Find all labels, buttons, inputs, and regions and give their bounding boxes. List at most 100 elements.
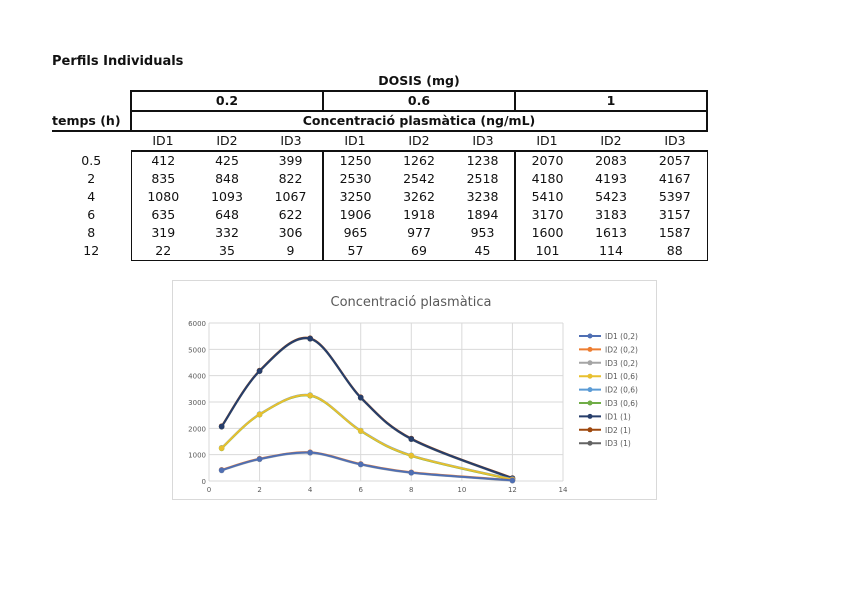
value-cell: 2530 — [322, 170, 387, 188]
value-cell: 319 — [130, 224, 195, 242]
value-cell: 1894 — [466, 207, 499, 222]
legend-label: ID1 (0,2) — [605, 332, 638, 341]
value-cell: 1600 — [514, 224, 579, 242]
table-row: 4 1080 1093 1067 3250 3262 3238 5410 5423 5397 — [52, 188, 708, 206]
legend-marker — [587, 400, 593, 406]
dose-0.2: 0.2 — [130, 90, 324, 112]
value-cell: 5410 — [514, 188, 579, 206]
legend-label: ID3 (1) — [605, 439, 631, 448]
data-point — [218, 467, 225, 473]
value-cell: 3238 — [466, 189, 499, 204]
data-point — [408, 436, 415, 442]
value-cell: 1093 — [211, 189, 243, 204]
data-table: DOSIS (mg) 0.2 0.6 1 temps (h) Concentra… — [52, 72, 708, 261]
value-cell: 3262 — [403, 189, 435, 204]
legend-label: ID2 (1) — [605, 426, 631, 435]
table-row: 12 22 35 9 57 69 45 101 114 88 — [52, 242, 708, 261]
value-cell: 1262 — [387, 150, 451, 170]
time-cell: 6 — [87, 207, 96, 222]
y-tick-label: 1000 — [188, 452, 206, 460]
legend-label: ID2 (0,6) — [605, 386, 638, 395]
id-header: ID3 — [280, 133, 302, 148]
time-header: temps (h) — [52, 111, 131, 132]
legend-marker — [587, 360, 593, 366]
value-cell: 35 — [195, 242, 259, 261]
data-point — [509, 477, 516, 484]
value-cell: 425 — [195, 150, 259, 170]
value-cell: 1918 — [403, 207, 435, 222]
chart-svg: Concentració plasmàtica 0 1000 2000 3000 400… — [188, 295, 638, 494]
y-tick-label: 2000 — [188, 425, 206, 433]
value-cell: 1080 — [130, 188, 195, 206]
legend-marker — [587, 387, 593, 393]
value-cell: 4193 — [595, 171, 627, 186]
table-row: 6 635 648 622 1906 1918 1894 3170 3183 3157 — [52, 206, 708, 224]
legend-label: ID2 (0,2) — [605, 345, 638, 354]
time-cell: 4 — [87, 189, 96, 204]
sheet-title: Perfils Individuals — [52, 54, 184, 69]
value-cell: 399 — [259, 150, 323, 170]
value-cell: 2542 — [403, 171, 435, 186]
value-cell: 332 — [215, 225, 239, 240]
value-cell: 57 — [322, 242, 387, 261]
series-line — [220, 394, 513, 481]
dose-header: DOSIS (mg) — [378, 73, 460, 88]
y-tick-label: 6000 — [188, 320, 206, 328]
value-cell: 648 — [215, 207, 239, 222]
x-tick-label: 4 — [308, 486, 313, 494]
value-cell: 101 — [514, 242, 579, 261]
y-tick-label: 5000 — [188, 346, 206, 354]
value-cell: 88 — [643, 242, 708, 261]
id-header: ID2 — [600, 133, 622, 148]
value-cell: 953 — [470, 225, 495, 240]
data-point — [408, 469, 415, 476]
x-tick-label: 8 — [409, 486, 413, 494]
value-cell: 4167 — [643, 170, 708, 188]
legend-label: ID1 (1) — [605, 412, 631, 421]
value-cell: 835 — [130, 170, 195, 188]
value-cell: 1906 — [322, 206, 387, 224]
data-point — [357, 428, 364, 434]
id-header: ID1 — [152, 133, 174, 148]
legend-label: ID3 (0,2) — [605, 359, 638, 368]
id-header: ID1 — [536, 133, 558, 148]
dose-1: 1 — [514, 90, 708, 112]
chart: Concentració plasmàtica 0 1000 2000 3000 400… — [172, 280, 657, 500]
time-cell: 8 — [87, 225, 96, 240]
value-cell: 1250 — [322, 150, 387, 170]
value-cell: 5423 — [595, 189, 627, 204]
data-point — [357, 461, 364, 468]
x-tick-label: 10 — [457, 486, 466, 494]
id-header: ID2 — [216, 133, 238, 148]
value-cell: 2518 — [466, 171, 499, 186]
table-row: 8 319 332 306 965 977 953 1600 1613 1587 — [52, 224, 708, 242]
x-tick-label: 12 — [508, 486, 517, 494]
legend-marker — [587, 440, 593, 446]
value-cell: 4180 — [514, 170, 579, 188]
legend-label: ID3 (0,6) — [605, 399, 638, 408]
value-cell: 2083 — [579, 150, 643, 170]
id-header: ID3 — [472, 133, 494, 148]
table-row: 2 835 848 822 2530 2542 2518 4180 4193 4167 — [52, 170, 708, 188]
value-cell: 822 — [278, 171, 303, 186]
value-cell: 2057 — [643, 150, 708, 170]
time-cell: 12 — [83, 243, 100, 259]
y-tick-label: 3000 — [188, 399, 206, 407]
chart-title: Concentració plasmàtica — [331, 295, 492, 310]
legend-marker — [587, 373, 593, 379]
value-cell: 114 — [579, 242, 643, 261]
value-cell: 2070 — [514, 150, 579, 170]
value-cell: 1613 — [595, 225, 627, 240]
time-cell: 2 — [87, 171, 96, 186]
legend-marker — [587, 333, 593, 339]
x-tick-label: 2 — [257, 486, 261, 494]
value-cell: 1238 — [451, 150, 515, 170]
x-tick-label: 0 — [207, 486, 211, 494]
data-point — [307, 392, 313, 399]
data-point — [357, 394, 364, 401]
value-cell: 977 — [407, 225, 431, 240]
value-cell: 22 — [130, 242, 195, 261]
data-point — [218, 423, 225, 430]
y-tick-label: 4000 — [188, 373, 206, 381]
value-cell: 306 — [278, 225, 303, 240]
